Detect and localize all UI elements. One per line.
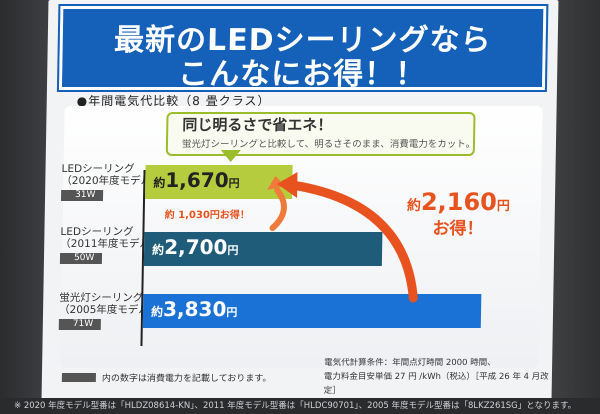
savings-arrows <box>267 172 418 303</box>
big-arrowhead-icon <box>277 172 298 198</box>
note-text: 内の数字は消費電力を記載しております。 <box>101 374 272 384</box>
poster: 最新のLEDシーリングなら こんなにお得！！ ●年間電気代比較（8 畳クラス） … <box>41 0 559 400</box>
note-key-swatch <box>61 373 96 382</box>
calc-conditions: 電気代計算条件：年間点灯時間 2000 時間、 電力料金目安単価 27 円 /k… <box>324 356 553 398</box>
calc-conditions-line-1: 電気代計算条件：年間点灯時間 2000 時間、 <box>324 358 496 368</box>
footer-note: ※ 2020 年度モデル型番は「HLDZ08614-KN」、2011 年度モデル… <box>0 398 600 414</box>
big-arrow-icon <box>280 179 418 303</box>
small-arrow-icon <box>269 187 287 231</box>
calc-conditions-line-2: 電力料金目安単価 27 円 /kWh（税込）［平成 26 年 4 月改定］ <box>323 372 549 396</box>
small-arrowhead-icon <box>267 176 286 190</box>
savings-small: 約 1,030円お得！ <box>164 210 250 221</box>
savings-big: 約2,160円 お得！ <box>406 188 510 239</box>
savings-big-tail: お得！ <box>432 219 484 239</box>
